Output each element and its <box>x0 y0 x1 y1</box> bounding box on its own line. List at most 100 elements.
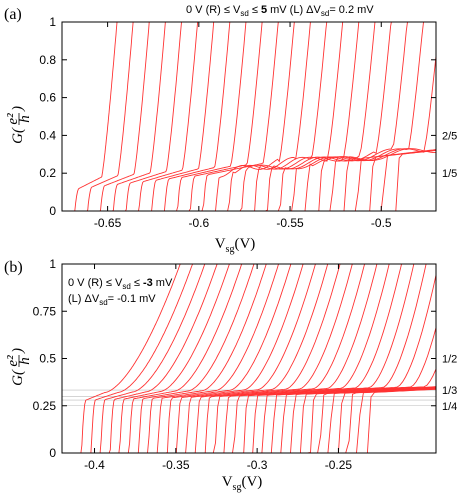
fraction-label: 2/5 <box>442 130 457 142</box>
x-tick-label: -0.55 <box>276 216 304 230</box>
conductance-trace <box>62 264 329 453</box>
y-tick-label: 0.2 <box>39 166 56 180</box>
panel-b-curves <box>62 264 436 453</box>
conductance-trace <box>62 264 255 453</box>
conductance-trace <box>62 22 408 211</box>
conductance-trace <box>62 22 231 211</box>
x-tick-label: -0.35 <box>162 458 190 472</box>
panel-a-x-label: Vsg(V) <box>215 236 256 255</box>
conductance-trace <box>62 149 436 211</box>
conductance-trace <box>62 22 134 211</box>
conductance-trace <box>62 149 436 211</box>
conductance-trace <box>62 264 390 453</box>
panel-a-fraction-labels: 2/5 1/5 <box>442 130 457 180</box>
svg-text:): ) <box>10 348 26 354</box>
conductance-trace <box>62 22 424 211</box>
conductance-trace <box>62 149 436 211</box>
y-tick-label: 0.75 <box>33 304 57 318</box>
conductance-trace <box>62 272 436 453</box>
conductance-trace <box>62 264 403 453</box>
conductance-trace <box>62 51 436 211</box>
conductance-trace <box>62 264 243 453</box>
x-tick-label: -0.65 <box>94 216 122 230</box>
svg-text:h: h <box>17 357 33 365</box>
conductance-trace <box>62 22 328 211</box>
panel-a-label: (a) <box>4 6 22 23</box>
conductance-trace <box>62 148 436 211</box>
conductance-trace <box>62 264 366 453</box>
conductance-trace <box>62 264 267 453</box>
panel-b-label: (b) <box>4 259 23 276</box>
fraction-label: 1/3 <box>442 385 457 397</box>
panel-b-fraction-labels: 1/2 1/3 1/4 <box>442 354 457 413</box>
conductance-trace <box>62 22 166 211</box>
conductance-trace <box>62 264 181 453</box>
fraction-label: 1/2 <box>442 354 457 366</box>
panel-a-y-label: G( e² h ) <box>5 106 33 144</box>
y-tick-label: 0.5 <box>39 352 56 366</box>
panel-a-annotation: 0 V (R) ≤ Vsd ≤ 5 mV (L) ΔVsd= 0.2 mV <box>186 4 374 18</box>
y-tick-label: 0.4 <box>39 128 56 142</box>
panel-b: (b) 0 V (R) ≤ Vsd ≤ -3 mV (L) ΔVsd= -0.1… <box>4 257 457 493</box>
conductance-trace <box>62 22 247 211</box>
panel-a-y-ticks: 0 0.2 0.4 0.6 0.8 1 <box>39 15 436 218</box>
conductance-trace <box>62 264 316 453</box>
conductance-trace <box>62 149 436 211</box>
y-tick-label: 0.25 <box>33 399 57 413</box>
conductance-trace <box>62 325 436 453</box>
conductance-trace <box>62 264 353 453</box>
panel-b-y-ticks: 0 0.25 0.5 0.75 1 <box>33 257 436 460</box>
panel-a: (a) 0 V (R) ≤ Vsd ≤ 5 mV (L) ΔVsd= 0.2 m… <box>4 4 457 255</box>
x-tick-label: -0.5 <box>371 216 392 230</box>
conductance-trace <box>62 22 199 211</box>
conductance-trace <box>62 22 311 211</box>
panel-b-y-label: G( e² h ) <box>5 348 33 386</box>
conductance-trace <box>62 264 304 453</box>
svg-text:e²: e² <box>5 355 21 367</box>
y-tick-label: 0.8 <box>39 53 56 67</box>
conductance-trace <box>62 22 360 211</box>
conductance-trace <box>62 22 344 211</box>
conductance-trace <box>62 264 280 453</box>
x-tick-label: -0.25 <box>325 458 353 472</box>
y-tick-label: 0 <box>49 204 56 218</box>
conductance-trace <box>62 386 436 453</box>
conductance-trace <box>62 22 215 211</box>
conductance-trace <box>62 264 415 453</box>
conductance-trace <box>62 264 341 453</box>
conductance-trace <box>62 264 218 453</box>
svg-text:): ) <box>10 106 26 112</box>
panel-b-annotation-line2: (L) ΔVsd= -0.1 mV <box>68 293 156 307</box>
x-tick-label: -0.3 <box>247 458 268 472</box>
conductance-trace <box>62 22 150 211</box>
fraction-label: 1/4 <box>442 401 457 413</box>
conductance-trace <box>62 22 279 211</box>
panel-b-x-ticks: -0.4 -0.35 -0.3 -0.25 <box>84 264 352 472</box>
conductance-trace <box>62 264 230 453</box>
panel-b-annotation-line1: 0 V (R) ≤ Vsd ≤ -3 mV <box>68 277 173 291</box>
conductance-trace <box>62 367 436 453</box>
panel-a-frame <box>61 21 437 212</box>
conductance-trace <box>62 22 392 211</box>
svg-text:h: h <box>17 115 33 123</box>
conductance-trace <box>62 264 378 453</box>
panel-a-x-ticks: -0.65 -0.6 -0.55 -0.5 <box>94 22 392 230</box>
conductance-trace <box>62 22 182 211</box>
conductance-trace <box>62 386 436 453</box>
y-tick-label: 1 <box>49 257 56 271</box>
y-tick-label: 0.6 <box>39 91 56 105</box>
panel-a-curves <box>62 22 436 211</box>
svg-text:G(: G( <box>10 127 26 144</box>
y-tick-label: 0 <box>49 446 56 460</box>
conductance-trace <box>62 22 295 211</box>
svg-text:e²: e² <box>5 113 21 125</box>
conductance-trace <box>62 264 206 453</box>
panel-b-x-label: Vsg(V) <box>222 474 263 493</box>
svg-text:G(: G( <box>10 369 26 386</box>
x-tick-label: -0.6 <box>188 216 209 230</box>
y-tick-label: 1 <box>49 15 56 29</box>
conductance-trace <box>62 22 118 211</box>
conductance-trace <box>62 22 376 211</box>
x-tick-label: -0.4 <box>84 458 105 472</box>
